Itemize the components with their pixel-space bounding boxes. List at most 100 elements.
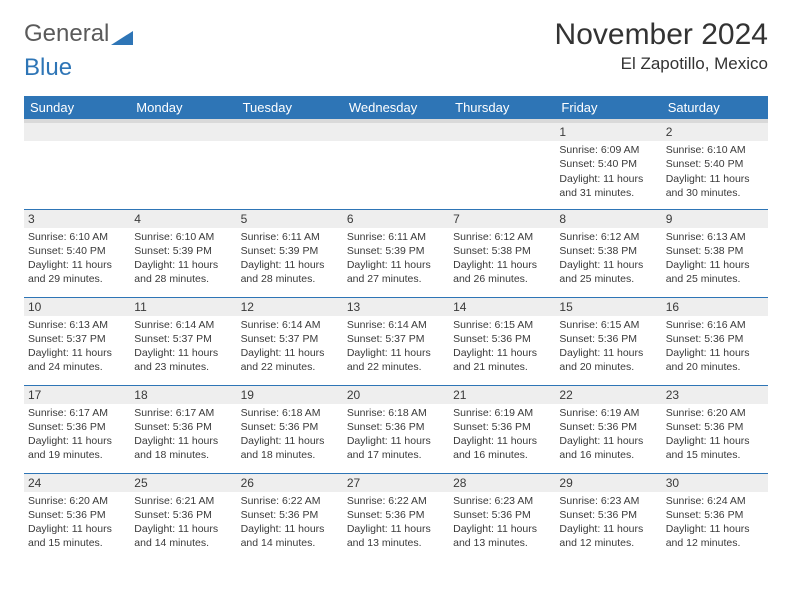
calendar-week-row: 10 Sunrise: 6:13 AM Sunset: 5:37 PM Dayligh…	[24, 297, 768, 385]
sunrise-text: Sunrise: 6:20 AM	[666, 406, 764, 420]
day-number: 9	[662, 210, 768, 228]
calendar-day-cell	[24, 121, 130, 209]
sunrise-text: Sunrise: 6:11 AM	[241, 230, 339, 244]
sunset-text: Sunset: 5:36 PM	[453, 420, 551, 434]
sunset-text: Sunset: 5:36 PM	[559, 332, 657, 346]
sunrise-text: Sunrise: 6:20 AM	[28, 494, 126, 508]
daylight-text: Daylight: 11 hours and 22 minutes.	[241, 346, 339, 374]
calendar-day-cell: 9Sunrise: 6:13 AMSunset: 5:38 PMDaylight…	[662, 209, 768, 297]
calendar-day-cell: 8Sunrise: 6:12 AMSunset: 5:38 PMDaylight…	[555, 209, 661, 297]
daylight-text: Daylight: 11 hours and 14 minutes.	[134, 522, 232, 550]
calendar-week-row: 24Sunrise: 6:20 AMSunset: 5:36 PMDayligh…	[24, 473, 768, 561]
sunset-text: Sunset: 5:37 PM	[347, 332, 445, 346]
day-number: 4	[130, 210, 236, 228]
calendar-day-cell: 19Sunrise: 6:18 AMSunset: 5:36 PMDayligh…	[237, 385, 343, 473]
sunrise-text: Sunrise: 6:15 AM	[453, 318, 551, 332]
calendar-head: SundayMondayTuesdayWednesdayThursdayFrid…	[24, 96, 768, 121]
day-number: 10	[24, 298, 130, 316]
calendar-day-cell: 4Sunrise: 6:10 AMSunset: 5:39 PMDaylight…	[130, 209, 236, 297]
sunrise-text: Sunrise: 6:14 AM	[241, 318, 339, 332]
day-header: Monday	[130, 96, 236, 121]
sunset-text: Sunset: 5:39 PM	[134, 244, 232, 258]
day-number: 6	[343, 210, 449, 228]
day-number: 27	[343, 474, 449, 492]
sunrise-text: Sunrise: 6:16 AM	[666, 318, 764, 332]
day-number: 23	[662, 386, 768, 404]
sunset-text: Sunset: 5:36 PM	[347, 508, 445, 522]
sunset-text: Sunset: 5:36 PM	[666, 420, 764, 434]
daylight-text: Daylight: 11 hours and 24 minutes.	[28, 346, 126, 374]
sunrise-text: Sunrise: 6:14 AM	[347, 318, 445, 332]
daylight-text: Daylight: 11 hours and 12 minutes.	[559, 522, 657, 550]
calendar-day-cell: 17Sunrise: 6:17 AMSunset: 5:36 PMDayligh…	[24, 385, 130, 473]
sunset-text: Sunset: 5:36 PM	[666, 508, 764, 522]
calendar-day-cell: 14Sunrise: 6:15 AMSunset: 5:36 PMDayligh…	[449, 297, 555, 385]
daylight-text: Daylight: 11 hours and 16 minutes.	[559, 434, 657, 462]
day-header: Thursday	[449, 96, 555, 121]
calendar-day-cell: 13Sunrise: 6:14 AMSunset: 5:37 PMDayligh…	[343, 297, 449, 385]
sunrise-text: Sunrise: 6:11 AM	[347, 230, 445, 244]
day-number: 19	[237, 386, 343, 404]
sunset-text: Sunset: 5:36 PM	[559, 508, 657, 522]
sunset-text: Sunset: 5:36 PM	[28, 420, 126, 434]
sunrise-text: Sunrise: 6:17 AM	[134, 406, 232, 420]
daylight-text: Daylight: 11 hours and 19 minutes.	[28, 434, 126, 462]
sunrise-text: Sunrise: 6:13 AM	[666, 230, 764, 244]
day-number: 7	[449, 210, 555, 228]
day-number: 16	[662, 298, 768, 316]
sunrise-text: Sunrise: 6:18 AM	[347, 406, 445, 420]
day-number: 18	[130, 386, 236, 404]
daylight-text: Daylight: 11 hours and 23 minutes.	[134, 346, 232, 374]
sunset-text: Sunset: 5:36 PM	[453, 332, 551, 346]
day-number: 8	[555, 210, 661, 228]
day-number: 22	[555, 386, 661, 404]
daylight-text: Daylight: 11 hours and 14 minutes.	[241, 522, 339, 550]
sunset-text: Sunset: 5:36 PM	[28, 508, 126, 522]
daylight-text: Daylight: 11 hours and 27 minutes.	[347, 258, 445, 286]
day-number: 25	[130, 474, 236, 492]
location-subtitle: El Zapotillo, Mexico	[555, 54, 768, 74]
sunrise-text: Sunrise: 6:23 AM	[559, 494, 657, 508]
calendar-day-cell: 29Sunrise: 6:23 AMSunset: 5:36 PMDayligh…	[555, 473, 661, 561]
daylight-text: Daylight: 11 hours and 17 minutes.	[347, 434, 445, 462]
sunset-text: Sunset: 5:36 PM	[241, 508, 339, 522]
logo: General	[24, 18, 133, 46]
calendar-week-row: 17Sunrise: 6:17 AMSunset: 5:36 PMDayligh…	[24, 385, 768, 473]
day-number: 17	[24, 386, 130, 404]
day-number: 3	[24, 210, 130, 228]
calendar-day-cell: 23 Sunrise: 6:20 AMSunset: 5:36 PMDayligh…	[662, 385, 768, 473]
day-number: 28	[449, 474, 555, 492]
calendar-day-cell: 30Sunrise: 6:24 AMSunset: 5:36 PMDayligh…	[662, 473, 768, 561]
sunrise-text: Sunrise: 6:23 AM	[453, 494, 551, 508]
day-number	[449, 123, 555, 141]
daylight-text: Daylight: 11 hours and 15 minutes.	[666, 434, 764, 462]
sunrise-text: Sunrise: 6:12 AM	[453, 230, 551, 244]
calendar-day-cell: 1Sunrise: 6:09 AMSunset: 5:40 PMDaylight…	[555, 121, 661, 209]
daylight-text: Daylight: 11 hours and 21 minutes.	[453, 346, 551, 374]
logo-text-blue: Blue	[24, 54, 72, 81]
day-number: 2	[662, 123, 768, 141]
day-number: 13	[343, 298, 449, 316]
calendar-day-cell	[237, 121, 343, 209]
day-header-row: SundayMondayTuesdayWednesdayThursdayFrid…	[24, 96, 768, 121]
sunrise-text: Sunrise: 6:13 AM	[28, 318, 126, 332]
sunset-text: Sunset: 5:40 PM	[559, 157, 657, 171]
day-number	[130, 123, 236, 141]
sunset-text: Sunset: 5:36 PM	[453, 508, 551, 522]
day-header: Saturday	[662, 96, 768, 121]
calendar-body: 1Sunrise: 6:09 AMSunset: 5:40 PMDaylight…	[24, 121, 768, 561]
sunrise-text: Sunrise: 6:09 AM	[559, 143, 657, 157]
sunset-text: Sunset: 5:36 PM	[666, 332, 764, 346]
calendar-day-cell: 7Sunrise: 6:12 AMSunset: 5:38 PMDaylight…	[449, 209, 555, 297]
daylight-text: Daylight: 11 hours and 28 minutes.	[241, 258, 339, 286]
sunset-text: Sunset: 5:36 PM	[134, 508, 232, 522]
sunrise-text: Sunrise: 6:21 AM	[134, 494, 232, 508]
sunrise-text: Sunrise: 6:10 AM	[666, 143, 764, 157]
day-header: Tuesday	[237, 96, 343, 121]
calendar-day-cell: 15Sunrise: 6:15 AMSunset: 5:36 PMDayligh…	[555, 297, 661, 385]
daylight-text: Daylight: 11 hours and 28 minutes.	[134, 258, 232, 286]
daylight-text: Daylight: 11 hours and 15 minutes.	[28, 522, 126, 550]
sunrise-text: Sunrise: 6:22 AM	[347, 494, 445, 508]
sunset-text: Sunset: 5:36 PM	[134, 420, 232, 434]
sunset-text: Sunset: 5:39 PM	[241, 244, 339, 258]
